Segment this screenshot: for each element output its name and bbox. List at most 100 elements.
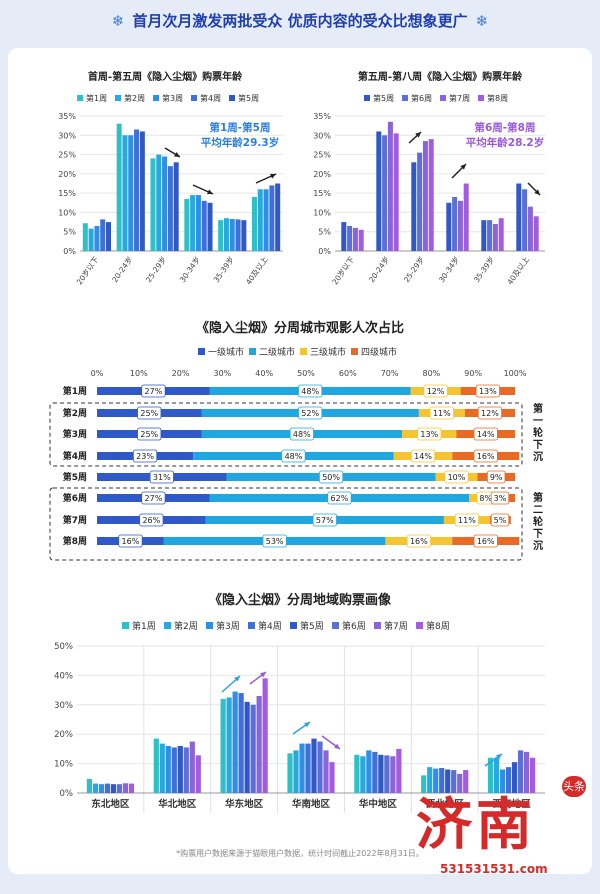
x-tick-label: 20岁以下 bbox=[74, 254, 101, 286]
value-label-box bbox=[298, 384, 323, 398]
bar bbox=[173, 162, 179, 251]
x-tick-label: 华中地区 bbox=[359, 798, 398, 810]
bar bbox=[238, 693, 244, 793]
y-tick-label: 5% bbox=[63, 228, 76, 237]
legend-item-swatch bbox=[478, 95, 484, 101]
bar bbox=[347, 225, 353, 251]
group-label: 二 bbox=[533, 504, 543, 516]
bar bbox=[451, 770, 457, 793]
bar bbox=[493, 757, 500, 793]
bar bbox=[162, 156, 168, 251]
legend-item-swatch bbox=[402, 95, 408, 101]
value-label-box bbox=[281, 449, 306, 463]
bar bbox=[100, 219, 106, 251]
value-label-box bbox=[423, 384, 448, 398]
value-label-box bbox=[141, 384, 166, 398]
bar bbox=[376, 131, 382, 251]
trend-arrow-head bbox=[334, 743, 340, 749]
bar bbox=[94, 225, 100, 251]
legend-item-label: 第6周 bbox=[411, 93, 432, 103]
y-tick-label: 0% bbox=[60, 789, 74, 799]
x-tick-label: 20% bbox=[172, 369, 190, 378]
legend-item-swatch bbox=[229, 95, 235, 101]
bar bbox=[421, 775, 427, 793]
chart-title: 第五周-第八周《隐入尘烟》购票年龄 bbox=[358, 70, 523, 83]
value-label: 16% bbox=[477, 452, 495, 461]
bar bbox=[372, 751, 378, 793]
header: ❄ 首月次月激发两批受众 优质内容的受众比想象更广 ❄ bbox=[0, 10, 600, 31]
bar bbox=[516, 183, 522, 251]
annotation-text: 第1周-第5周 bbox=[210, 121, 271, 134]
legend-item-swatch bbox=[77, 95, 83, 101]
bar bbox=[177, 745, 183, 793]
value-label: 48% bbox=[301, 387, 319, 396]
legend-item-swatch bbox=[290, 622, 297, 629]
y-tick-label: 20% bbox=[58, 170, 76, 179]
row-label: 第7周 bbox=[63, 514, 87, 526]
value-label-box bbox=[429, 406, 454, 420]
bar bbox=[88, 228, 94, 251]
bar bbox=[223, 218, 229, 251]
bar bbox=[299, 743, 305, 793]
bar bbox=[499, 769, 506, 793]
bar bbox=[287, 753, 293, 793]
legend-item-label: 第2周 bbox=[174, 620, 198, 632]
legend-item-swatch bbox=[374, 622, 381, 629]
x-tick-label: 100% bbox=[504, 369, 527, 378]
bar bbox=[251, 197, 257, 251]
legend-item-swatch bbox=[332, 622, 339, 629]
legend-item-label: 三级城市 bbox=[310, 346, 346, 358]
bar bbox=[390, 756, 396, 793]
bar bbox=[384, 755, 390, 793]
bar bbox=[116, 784, 123, 793]
x-tick-label: 东北地区 bbox=[91, 798, 130, 810]
legend-item-label: 第6周 bbox=[342, 620, 366, 632]
bar bbox=[263, 189, 269, 251]
value-label: 11% bbox=[433, 409, 451, 418]
value-label: 57% bbox=[316, 516, 334, 525]
bar bbox=[463, 183, 469, 251]
header-title: 首月次月激发两批受众 优质内容的受众比想象更广 bbox=[132, 12, 468, 30]
bar bbox=[311, 738, 317, 793]
bar bbox=[98, 784, 105, 793]
y-tick-label: 0% bbox=[318, 247, 331, 256]
row-label: 第4周 bbox=[63, 450, 87, 462]
y-tick-label: 30% bbox=[54, 701, 73, 711]
value-label-box bbox=[490, 513, 510, 527]
legend-item-swatch bbox=[191, 95, 197, 101]
group-label: 沉 bbox=[533, 450, 543, 463]
value-label: 14% bbox=[477, 430, 495, 439]
bar bbox=[110, 784, 117, 793]
value-label-box bbox=[454, 513, 480, 527]
y-tick-label: 25% bbox=[58, 151, 76, 160]
bar bbox=[366, 750, 372, 793]
value-label-box bbox=[141, 491, 166, 505]
bar bbox=[262, 678, 268, 793]
x-tick-label: 90% bbox=[464, 369, 482, 378]
trend-arrow-head bbox=[234, 676, 240, 682]
row-label: 第8周 bbox=[63, 535, 87, 547]
value-label: 5% bbox=[494, 516, 507, 525]
bar bbox=[498, 218, 504, 251]
bar bbox=[159, 743, 165, 793]
bar bbox=[341, 222, 347, 251]
bar bbox=[511, 762, 518, 793]
y-tick-label: 0% bbox=[63, 247, 76, 256]
x-tick-label: 华东地区 bbox=[225, 798, 264, 810]
y-tick-label: 35% bbox=[58, 112, 76, 121]
bar bbox=[153, 738, 159, 793]
bar bbox=[232, 691, 238, 793]
row-label: 第1周 bbox=[63, 385, 87, 397]
value-label-box bbox=[137, 406, 162, 420]
value-label: 16% bbox=[477, 537, 495, 546]
bar bbox=[220, 698, 226, 793]
x-tick-label: 30-34岁 bbox=[436, 254, 461, 284]
bar bbox=[167, 166, 173, 251]
legend-item-label: 第5周 bbox=[300, 620, 324, 632]
snowflake-icon: ❄ bbox=[475, 12, 489, 30]
value-label-box bbox=[477, 406, 503, 420]
group-label: 下 bbox=[533, 528, 543, 540]
x-tick-label: 70% bbox=[381, 369, 399, 378]
value-label: 48% bbox=[285, 452, 303, 461]
